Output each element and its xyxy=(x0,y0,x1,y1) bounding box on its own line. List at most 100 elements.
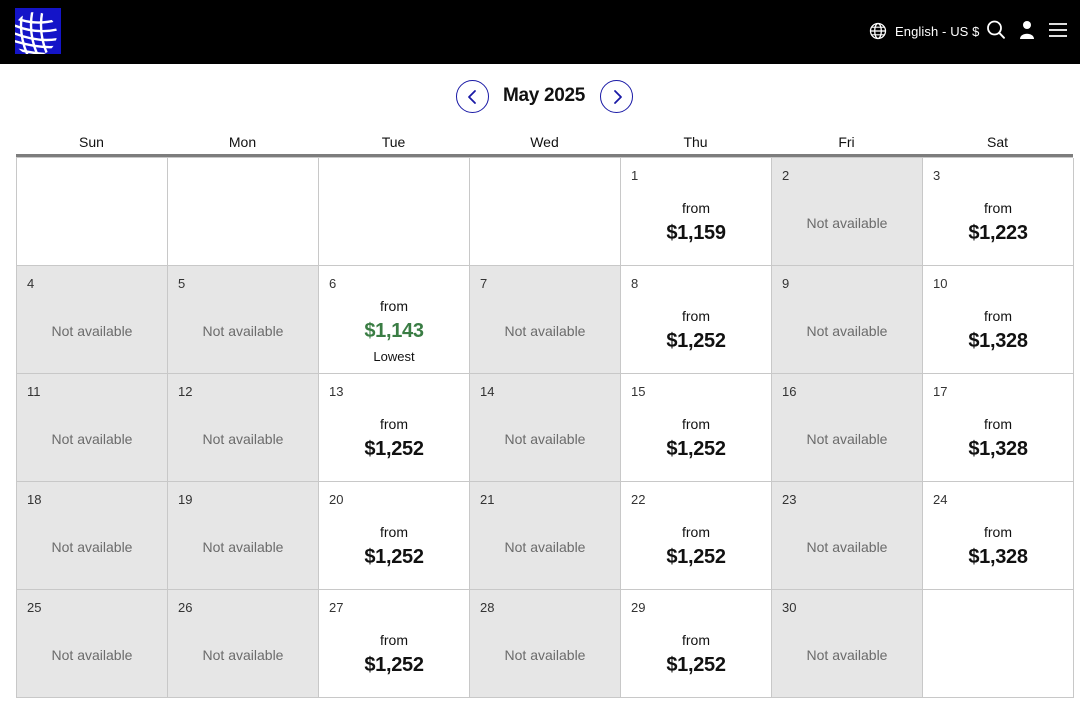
fare-price: $1,328 xyxy=(968,546,1028,568)
calendar-day-fare[interactable]: 24 from $1,328 xyxy=(923,482,1074,590)
calendar-day-unavailable: 19 Not available xyxy=(168,482,319,590)
calendar-day-unavailable: 11 Not available xyxy=(17,374,168,482)
calendar-day-unavailable: 2 Not available xyxy=(772,158,923,266)
globe-icon xyxy=(869,22,887,40)
fare-price: $1,328 xyxy=(968,438,1028,460)
fare-price: $1,252 xyxy=(364,654,424,676)
weekday-header: Sun Mon Tue Wed Thu Fri Sat xyxy=(16,134,1073,154)
from-label: from xyxy=(984,416,1012,432)
search-icon[interactable] xyxy=(986,19,1006,41)
day-number: 4 xyxy=(27,276,35,291)
calendar-day-fare[interactable]: 29 from $1,252 xyxy=(621,590,772,698)
fare-price: $1,252 xyxy=(666,546,726,568)
calendar-day-unavailable: 14 Not available xyxy=(470,374,621,482)
calendar-day-unavailable: 30 Not available xyxy=(772,590,923,698)
from-label: from xyxy=(682,416,710,432)
day-number: 22 xyxy=(631,492,646,507)
calendar-day-fare[interactable]: 10 from $1,328 xyxy=(923,266,1074,374)
language-currency-selector[interactable]: English - US $ xyxy=(869,21,980,41)
from-label: from xyxy=(984,308,1012,324)
day-number: 6 xyxy=(329,276,337,291)
calendar-day-fare[interactable]: 8 from $1,252 xyxy=(621,266,772,374)
day-number: 1 xyxy=(631,168,639,183)
previous-month-button[interactable] xyxy=(456,80,489,113)
calendar-day-fare[interactable]: 15 from $1,252 xyxy=(621,374,772,482)
calendar-day-lowest-fare[interactable]: 6 from $1,143 Lowest xyxy=(319,266,470,374)
from-label: from xyxy=(682,524,710,540)
day-number: 5 xyxy=(178,276,186,291)
day-number: 3 xyxy=(933,168,941,183)
from-label: from xyxy=(682,632,710,648)
weekday-label: Tue xyxy=(381,134,406,150)
calendar-day-unavailable: 23 Not available xyxy=(772,482,923,590)
day-number: 26 xyxy=(178,600,193,615)
day-number: 24 xyxy=(933,492,948,507)
hamburger-menu-icon[interactable] xyxy=(1048,19,1068,41)
not-available-label: Not available xyxy=(806,215,888,231)
calendar-day-unavailable: 21 Not available xyxy=(470,482,621,590)
day-number: 18 xyxy=(27,492,42,507)
calendar-empty-cell xyxy=(17,158,168,266)
day-number: 28 xyxy=(480,600,495,615)
weekday-label: Sat xyxy=(986,134,1008,150)
day-number: 12 xyxy=(178,384,193,399)
calendar-day-unavailable: 16 Not available xyxy=(772,374,923,482)
not-available-label: Not available xyxy=(504,323,586,339)
fare-price: $1,252 xyxy=(666,654,726,676)
not-available-label: Not available xyxy=(51,647,133,663)
fare-price: $1,328 xyxy=(968,330,1028,352)
weekday-label: Thu xyxy=(683,134,708,150)
day-number: 14 xyxy=(480,384,495,399)
calendar-day-unavailable: 9 Not available xyxy=(772,266,923,374)
day-number: 27 xyxy=(329,600,344,615)
calendar-day-fare[interactable]: 3 from $1,223 xyxy=(923,158,1074,266)
day-number: 19 xyxy=(178,492,193,507)
weekday-label: Fri xyxy=(838,134,855,150)
fare-calendar-grid: 1 from $1,159 2 Not available 3 from $1,223 4 Not… xyxy=(16,157,1074,698)
from-label: from xyxy=(682,308,710,324)
calendar-day-fare[interactable]: 27 from $1,252 xyxy=(319,590,470,698)
not-available-label: Not available xyxy=(504,431,586,447)
fare-price: $1,159 xyxy=(666,222,726,244)
day-number: 20 xyxy=(329,492,344,507)
day-number: 21 xyxy=(480,492,495,507)
day-number: 30 xyxy=(782,600,797,615)
day-number: 29 xyxy=(631,600,646,615)
fare-price: $1,252 xyxy=(364,438,424,460)
weekday-label: Wed xyxy=(530,134,559,150)
weekday-divider xyxy=(16,154,1073,158)
calendar-day-unavailable: 5 Not available xyxy=(168,266,319,374)
fare-price: $1,143 xyxy=(364,320,424,342)
not-available-label: Not available xyxy=(806,323,888,339)
lowest-fare-tag: Lowest xyxy=(373,349,415,364)
user-icon[interactable] xyxy=(1017,19,1037,41)
calendar-day-fare[interactable]: 22 from $1,252 xyxy=(621,482,772,590)
calendar-day-unavailable: 18 Not available xyxy=(17,482,168,590)
not-available-label: Not available xyxy=(504,539,586,555)
day-number: 15 xyxy=(631,384,646,399)
day-number: 13 xyxy=(329,384,344,399)
calendar-day-fare[interactable]: 17 from $1,328 xyxy=(923,374,1074,482)
not-available-label: Not available xyxy=(806,647,888,663)
calendar-empty-cell xyxy=(168,158,319,266)
calendar-empty-cell xyxy=(470,158,621,266)
language-label: English - US $ xyxy=(895,23,980,39)
airline-globe-logo[interactable] xyxy=(15,8,61,54)
weekday-label: Sun xyxy=(79,134,104,150)
not-available-label: Not available xyxy=(51,323,133,339)
not-available-label: Not available xyxy=(806,539,888,555)
calendar-day-fare[interactable]: 1 from $1,159 xyxy=(621,158,772,266)
not-available-label: Not available xyxy=(51,539,133,555)
from-label: from xyxy=(380,298,408,314)
calendar-day-unavailable: 28 Not available xyxy=(470,590,621,698)
not-available-label: Not available xyxy=(51,431,133,447)
day-number: 7 xyxy=(480,276,488,291)
calendar-day-unavailable: 25 Not available xyxy=(17,590,168,698)
from-label: from xyxy=(380,416,408,432)
next-month-button[interactable] xyxy=(600,80,633,113)
from-label: from xyxy=(984,524,1012,540)
day-number: 25 xyxy=(27,600,42,615)
top-navigation-bar: English - US $ xyxy=(0,0,1080,64)
calendar-day-fare[interactable]: 20 from $1,252 xyxy=(319,482,470,590)
calendar-day-fare[interactable]: 13 from $1,252 xyxy=(319,374,470,482)
